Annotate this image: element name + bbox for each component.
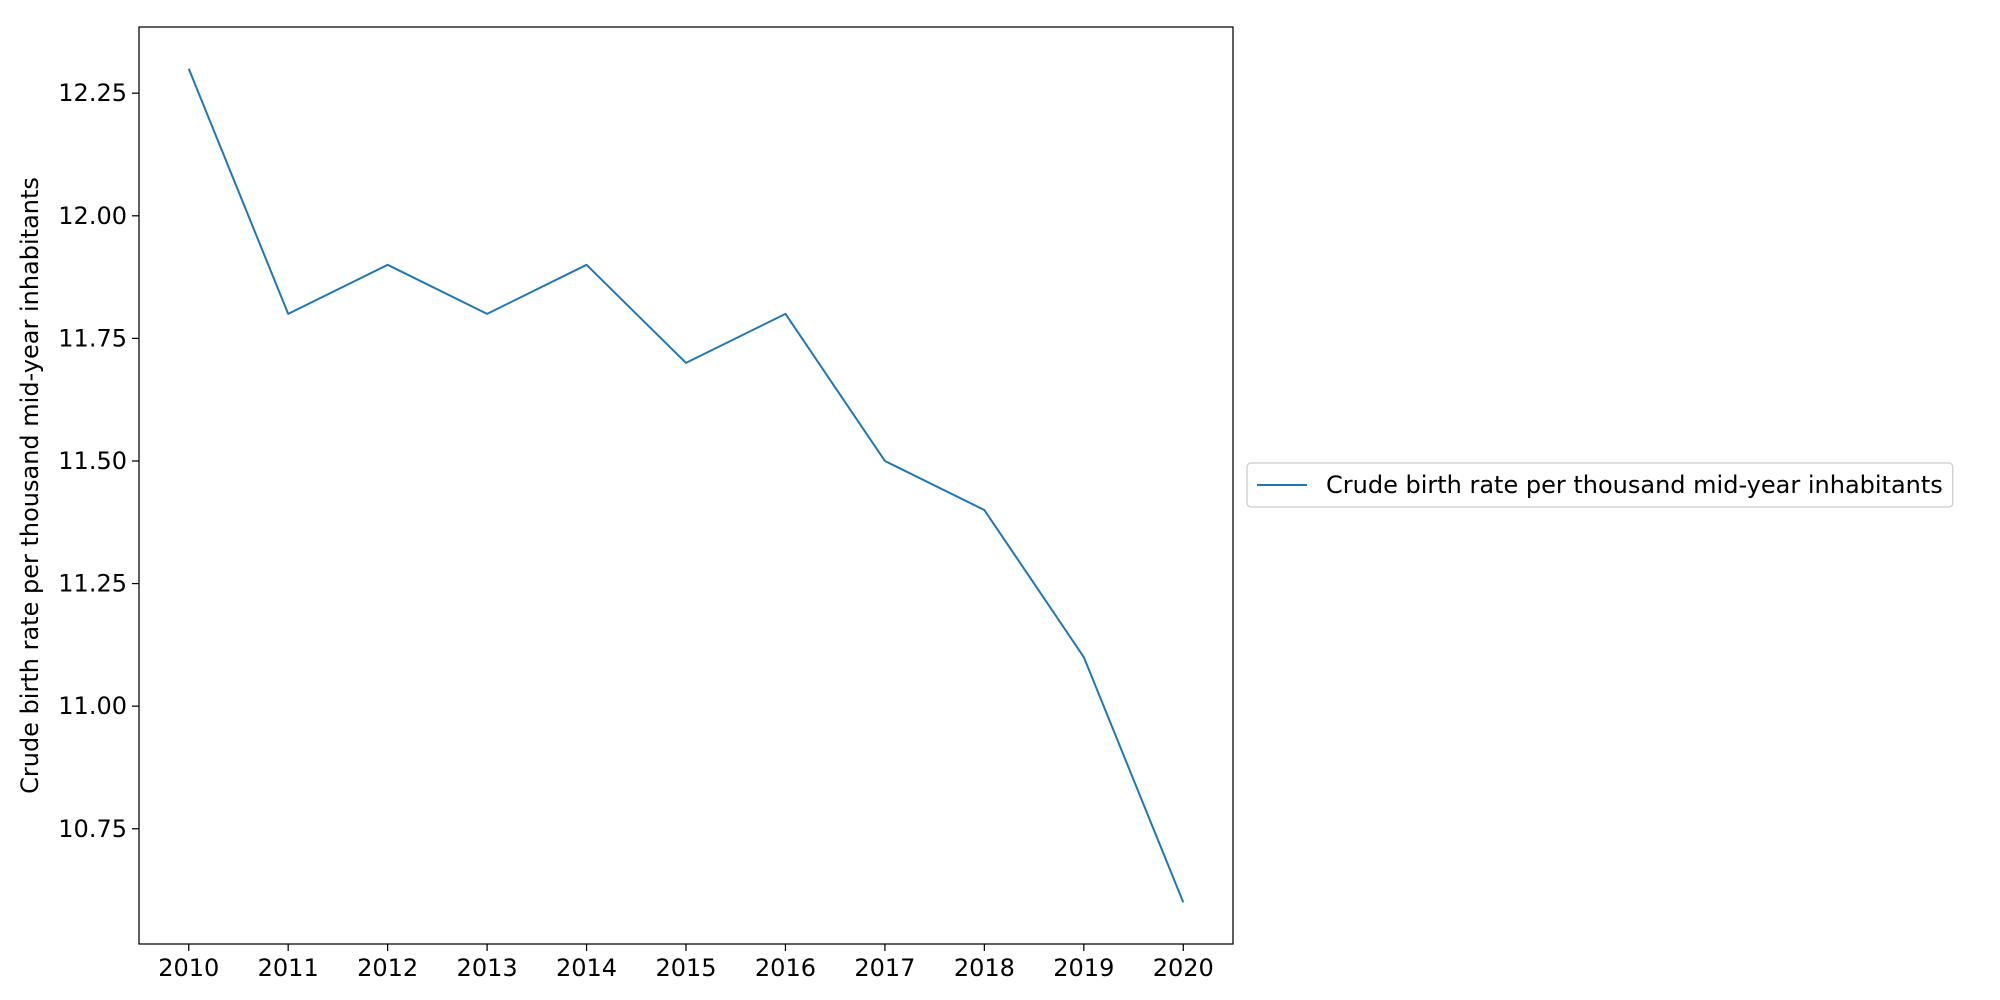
legend-entry-label: Crude birth rate per thousand mid-year i… xyxy=(1326,471,1943,499)
y-tick-label: 11.75 xyxy=(58,324,127,352)
y-tick-label: 11.25 xyxy=(58,570,127,598)
data-point xyxy=(783,312,787,316)
x-tick-label: 2013 xyxy=(457,954,518,982)
data-point xyxy=(286,312,290,316)
data-point xyxy=(485,312,489,316)
data-point xyxy=(1181,900,1185,904)
data-point xyxy=(982,508,986,512)
y-tick-label: 11.50 xyxy=(58,447,127,475)
data-point xyxy=(1082,655,1086,659)
x-tick-label: 2017 xyxy=(854,954,915,982)
data-point xyxy=(386,263,390,267)
x-tick-label: 2019 xyxy=(1053,954,1114,982)
y-tick-label: 10.75 xyxy=(58,815,127,843)
data-point xyxy=(585,263,589,267)
x-tick-label: 2016 xyxy=(755,954,816,982)
y-axis-label: Crude birth rate per thousand mid-year i… xyxy=(16,177,44,794)
data-point xyxy=(187,67,191,71)
x-tick-label: 2015 xyxy=(655,954,716,982)
x-tick-label: 2014 xyxy=(556,954,617,982)
legend-box xyxy=(1246,462,1954,508)
x-tick-label: 2011 xyxy=(258,954,319,982)
data-point xyxy=(883,459,887,463)
legend: Crude birth rate per thousand mid-year i… xyxy=(1246,462,1954,508)
series-layer xyxy=(187,67,1185,904)
data-point xyxy=(684,361,688,365)
x-tick-label: 2012 xyxy=(357,954,418,982)
y-axis-ticks: 10.75 11.00 11.25 11.50 11.75 12.00 12.25 xyxy=(58,79,139,843)
x-tick-label: 2018 xyxy=(954,954,1015,982)
y-tick-label: 12.00 xyxy=(58,202,127,230)
y-tick-label: 11.00 xyxy=(58,692,127,720)
series-line xyxy=(187,68,1185,903)
x-tick-label: 2020 xyxy=(1153,954,1214,982)
plot-area: 10.75 11.00 11.25 11.50 11.75 12.00 12.25 2010… xyxy=(58,26,1234,982)
x-axis-ticks: 2010 2011 2012 2013 2014 2015 2016 2017 2018 2019… xyxy=(158,944,1214,982)
x-tick-label: 2010 xyxy=(158,954,219,982)
y-tick-label: 12.25 xyxy=(58,79,127,107)
